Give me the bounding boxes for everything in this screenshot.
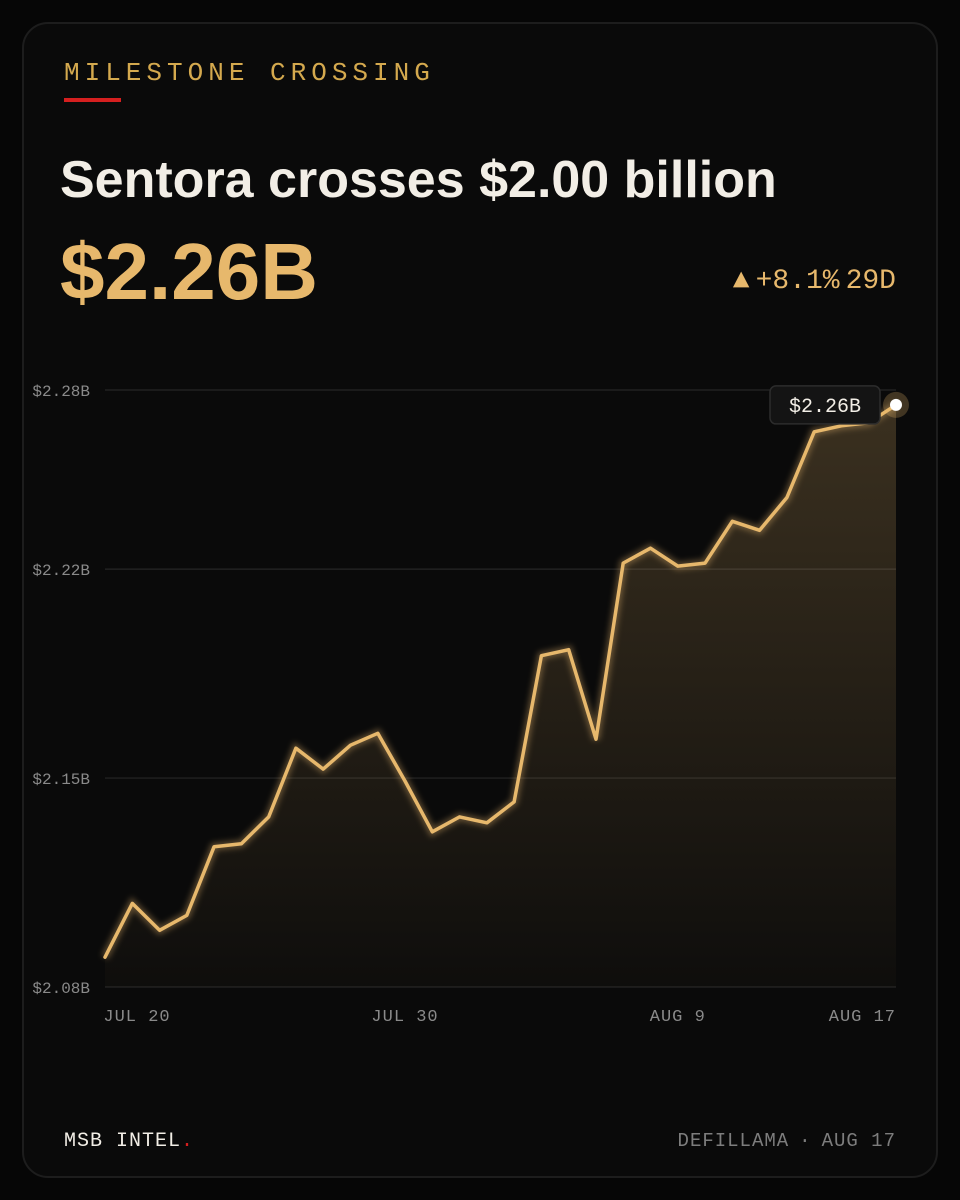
x-tick-label: AUG 17 <box>829 1008 896 1027</box>
source-name: DEFILLAMA <box>677 1130 790 1152</box>
end-value-label: $2.26B <box>789 396 861 419</box>
kicker-underline <box>64 98 121 102</box>
x-tick-label: JUL 30 <box>371 1008 438 1027</box>
series-line <box>103 403 898 959</box>
series-area <box>105 404 896 987</box>
source-label: DEFILLAMA · AUG 17 <box>678 1130 896 1152</box>
kicker-label: MILESTONE CROSSING <box>64 58 435 88</box>
y-tick-label: $2.08B <box>32 980 90 998</box>
brand-label: MSB INTEL. <box>64 1130 194 1153</box>
x-tick-label: AUG 9 <box>650 1008 706 1027</box>
y-tick-label: $2.22B <box>32 562 90 580</box>
change-percent: +8.1% <box>755 266 840 297</box>
source-separator: · <box>799 1130 812 1152</box>
current-value: $2.26B <box>60 227 318 316</box>
tvl-chart: $2.08B $2.15B $2.22B $2.28B JUL 20 JUL 30 AUG… <box>32 383 909 1027</box>
x-tick-label: JUL 20 <box>103 1008 170 1027</box>
end-point-marker <box>890 398 902 411</box>
y-tick-label: $2.15B <box>32 771 90 789</box>
up-arrow-icon: ▲ <box>732 266 750 297</box>
y-tick-label: $2.28B <box>32 383 90 401</box>
change-period: 29D <box>845 266 896 297</box>
source-date: AUG 17 <box>821 1130 896 1152</box>
end-value-label-box <box>769 385 881 425</box>
change-indicator: ▲ +8.1% 29D <box>727 266 896 297</box>
headline: Sentora crosses $2.00 billion <box>60 151 777 209</box>
brand-dot: . <box>181 1130 195 1153</box>
brand-name: MSB INTEL <box>64 1130 182 1153</box>
